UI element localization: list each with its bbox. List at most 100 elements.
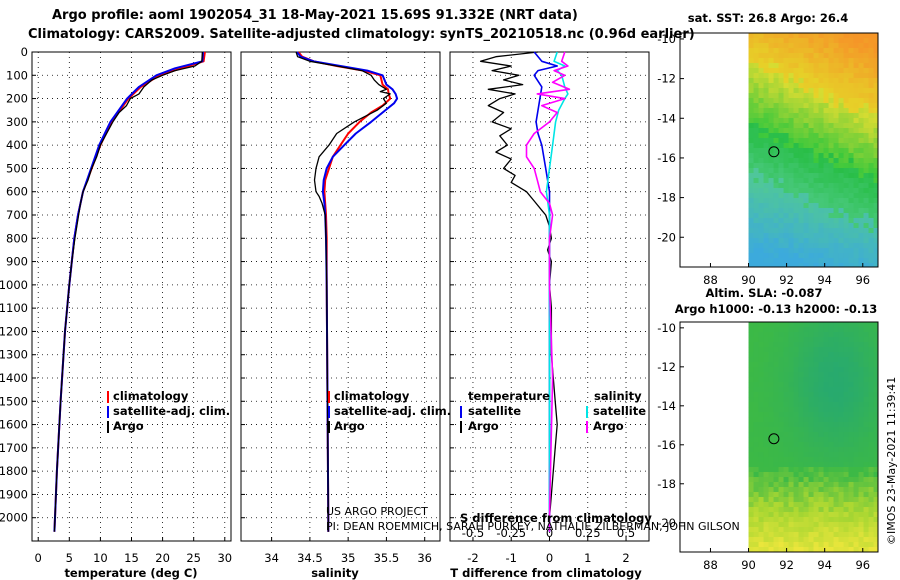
sla-map-cell xyxy=(868,347,875,353)
sla-map-cell xyxy=(758,507,765,513)
sst-map-cell xyxy=(768,243,775,249)
sla-map-cell xyxy=(863,452,870,458)
sst-map-cell xyxy=(828,173,835,179)
sla-map-cell xyxy=(818,327,825,333)
sla-map-cell xyxy=(868,532,875,538)
sla-map-cell xyxy=(858,457,865,463)
sla-map-cell xyxy=(863,542,870,548)
sla-map-cell xyxy=(838,457,845,463)
sla-map-cell xyxy=(808,442,815,448)
sla-map-cell xyxy=(798,437,805,443)
sla-map-cell xyxy=(753,387,760,393)
sla-map-cell xyxy=(753,452,760,458)
sst-map-cell xyxy=(783,108,790,114)
sst-map-cell xyxy=(798,88,805,94)
sst-map-cell xyxy=(803,188,810,194)
sst-map-cell xyxy=(803,88,810,94)
sst-map-cell xyxy=(813,258,820,264)
sst-map-cell xyxy=(843,178,850,184)
sla-map-cell xyxy=(783,322,790,328)
sst-map-cell xyxy=(798,188,805,194)
sst-map-cell xyxy=(843,148,850,154)
sst-map-cell xyxy=(773,178,780,184)
sst-map-cell xyxy=(813,143,820,149)
sst-map-cell xyxy=(783,103,790,109)
sst-map-cell xyxy=(763,68,770,74)
sla-map-cell xyxy=(823,507,830,513)
sla-map-cell xyxy=(788,502,795,508)
sla-map-cell xyxy=(768,542,775,548)
sst-map-cell xyxy=(843,173,850,179)
sla-map-cell xyxy=(808,392,815,398)
sla-map-cell xyxy=(858,362,865,368)
sla-map-cell xyxy=(813,442,820,448)
sst-map-cell xyxy=(793,108,800,114)
sla-map-cell xyxy=(788,347,795,353)
sla-map-cell xyxy=(818,512,825,518)
pi-credit: PI: DEAN ROEMMICH, SARAH PURKEY, NATHALI… xyxy=(326,520,740,533)
sla-map-cell xyxy=(843,487,850,493)
sla-map-cell xyxy=(758,412,765,418)
sst-map-cell xyxy=(763,73,770,79)
sla-map-cell xyxy=(798,392,805,398)
sla-map-cell xyxy=(843,497,850,503)
sst-map-cell xyxy=(843,243,850,249)
sla-map-cell xyxy=(803,382,810,388)
sst-map-cell xyxy=(873,183,879,189)
sla-map-cell xyxy=(748,327,755,333)
sst-map-cell xyxy=(848,33,855,39)
sst-map-cell xyxy=(838,248,845,254)
sst-map-cell xyxy=(758,263,765,268)
sla-map-cell xyxy=(808,517,815,523)
sla-map-cell xyxy=(833,457,840,463)
sla-map-cell xyxy=(858,412,865,418)
sst-map-cell xyxy=(848,153,855,159)
sst-map-cell xyxy=(858,218,865,224)
sla-map-cell xyxy=(778,402,785,408)
sst-map-cell xyxy=(773,158,780,164)
sst-map-cell xyxy=(778,78,785,84)
sst-map-cell xyxy=(853,183,860,189)
sst-map-cell xyxy=(773,43,780,49)
sst-map-cell xyxy=(863,178,870,184)
sla-map-cell xyxy=(868,327,875,333)
sla-map-cell xyxy=(838,507,845,513)
sst-map-cell xyxy=(748,198,755,204)
sla-map-cell xyxy=(773,462,780,468)
sla-map-cell xyxy=(763,347,770,353)
sst-map-cell xyxy=(838,253,845,259)
sla-map-cell xyxy=(823,322,830,328)
sst-map-cell xyxy=(813,93,820,99)
sla-map-cell xyxy=(803,467,810,473)
sst-map-cell xyxy=(753,53,760,59)
sst-map-cell xyxy=(823,148,830,154)
sst-map-cell xyxy=(858,198,865,204)
sla-map-cell xyxy=(768,497,775,503)
sst-map-cell xyxy=(758,133,765,139)
sst-map-cell xyxy=(758,223,765,229)
sla-map-cell xyxy=(818,402,825,408)
sst-map-cell xyxy=(863,78,870,84)
sst-map-cell xyxy=(808,208,815,214)
sst-map-cell xyxy=(873,153,879,159)
sla-map-cell xyxy=(868,372,875,378)
sst-map-cell xyxy=(843,133,850,139)
sst-map-cell xyxy=(758,88,765,94)
sst-map-cell xyxy=(768,233,775,239)
sst-map-cell xyxy=(788,258,795,264)
sla-map-cell xyxy=(858,377,865,383)
sst-map-cell xyxy=(748,58,755,64)
sla-map-cell xyxy=(853,352,860,358)
sla-map-cell xyxy=(868,472,875,478)
sst-map-cell xyxy=(858,248,865,254)
sla-map-cell xyxy=(853,522,860,528)
sst-map-cell xyxy=(798,38,805,44)
sla-map-cell xyxy=(763,517,770,523)
sla-map-cell xyxy=(818,377,825,383)
sst-map-cell xyxy=(828,73,835,79)
sla-map-cell xyxy=(838,412,845,418)
sla-map-cell xyxy=(868,462,875,468)
sst-map-cell xyxy=(858,163,865,169)
sst-map-cell xyxy=(748,78,755,84)
sst-map-cell xyxy=(858,183,865,189)
